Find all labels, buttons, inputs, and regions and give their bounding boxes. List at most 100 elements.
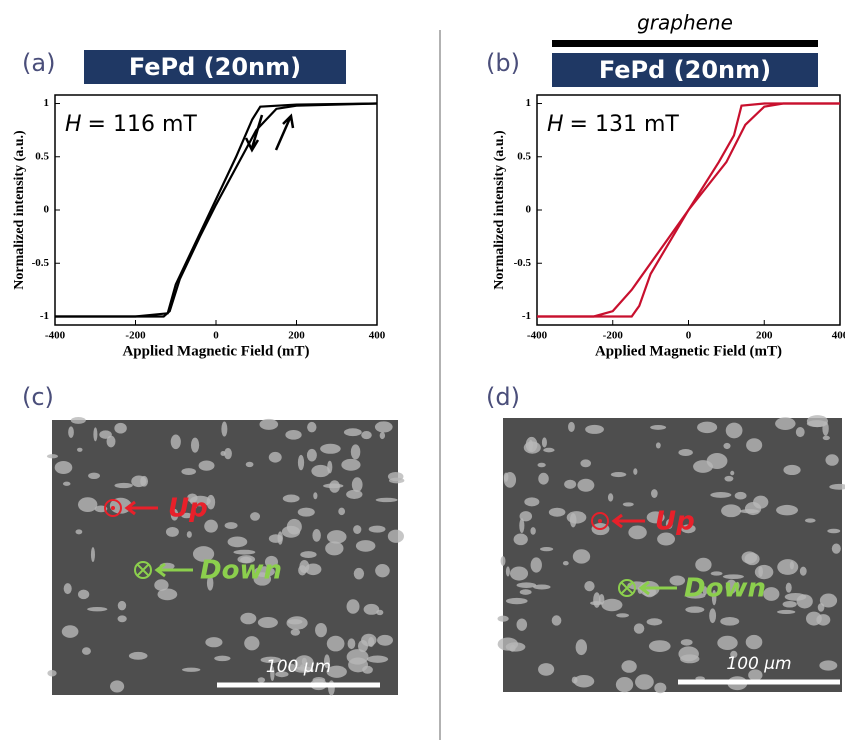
domain [361, 431, 372, 440]
panel-label: (c) [22, 383, 54, 411]
domain [81, 647, 91, 655]
down-arrow [638, 580, 677, 596]
domain [825, 454, 839, 466]
domain [572, 549, 591, 564]
domain [244, 636, 260, 651]
field-value: = 116 mT [88, 112, 198, 137]
kerr-image [503, 418, 842, 692]
x-tick-label: 400 [369, 330, 386, 342]
domain [224, 522, 238, 530]
domain [530, 557, 542, 573]
domain [63, 583, 72, 595]
x-tick-label: -200 [603, 330, 624, 342]
domain [170, 508, 179, 521]
domain [633, 623, 645, 634]
domain [338, 507, 346, 516]
domain [650, 425, 667, 430]
domain [326, 665, 347, 678]
domain [298, 565, 307, 576]
domain [311, 464, 330, 478]
domain [376, 609, 384, 616]
domain [516, 582, 537, 588]
domain [182, 667, 201, 672]
banner-title: FePd (20nm) [599, 56, 771, 84]
scale-label: 100 µm [726, 654, 791, 674]
domain [697, 421, 718, 434]
domain [68, 426, 74, 438]
domain [593, 592, 601, 608]
domain [350, 444, 361, 460]
domain [268, 534, 283, 543]
domain [293, 666, 314, 673]
domain [379, 431, 386, 440]
panel-label: (b) [486, 49, 520, 77]
field-annotation: H = 116 mT [65, 112, 197, 137]
domain [710, 491, 732, 498]
domain [648, 640, 671, 652]
domain [831, 543, 841, 554]
domain [250, 512, 261, 521]
domain [198, 460, 215, 471]
domain [93, 427, 98, 442]
x-tick-label: 400 [832, 330, 845, 342]
domain [300, 551, 317, 559]
down-label: Down [684, 574, 766, 604]
domain [806, 611, 822, 626]
y-tick-label: -1 [522, 310, 531, 322]
domain [377, 634, 393, 646]
y-tick-label: 1 [44, 97, 50, 109]
y-tick-label: 0.5 [35, 150, 49, 162]
domain [568, 421, 575, 432]
domain [822, 435, 830, 441]
y-axis-label: Normalized intensity (a.u.) [492, 130, 507, 290]
y-tick-label: 0.5 [517, 150, 531, 162]
banner [84, 50, 346, 84]
domain [192, 546, 215, 562]
y-tick-label: -1 [40, 310, 49, 322]
down-label: Down [200, 556, 282, 586]
domain [709, 608, 717, 624]
domain [70, 417, 86, 424]
domain [804, 518, 816, 523]
domain [187, 493, 198, 503]
domain [357, 639, 369, 653]
domain [154, 579, 169, 591]
domain [654, 682, 667, 694]
domain [186, 531, 192, 538]
domain [366, 655, 389, 663]
domain [725, 579, 738, 594]
down-symbol [134, 561, 152, 579]
up-arrow [124, 500, 158, 516]
domain [90, 547, 95, 563]
domain [622, 502, 634, 507]
domain [206, 575, 214, 591]
domain [46, 454, 59, 459]
domain [374, 421, 393, 433]
overbar-label: graphene [637, 11, 733, 35]
domain [651, 489, 658, 498]
domain [505, 566, 510, 577]
banner-title: FePd (20nm) [129, 53, 301, 81]
up-symbol [591, 512, 609, 530]
hysteresis-branch [55, 102, 378, 318]
domain [513, 533, 528, 546]
domain [533, 584, 551, 590]
domain [530, 527, 536, 535]
domain [117, 600, 127, 611]
domain [275, 671, 289, 678]
domain [509, 566, 529, 581]
domain [245, 461, 254, 468]
domain [573, 674, 595, 688]
banner [552, 53, 818, 87]
domain [233, 549, 256, 555]
domain [288, 663, 296, 671]
domain [353, 525, 362, 534]
x-tick-label: 0 [213, 330, 219, 342]
domain [722, 574, 744, 580]
domain [724, 475, 734, 482]
domain [741, 551, 758, 564]
domain [157, 588, 178, 601]
domain [710, 571, 723, 576]
domain [315, 622, 327, 638]
domain [723, 442, 731, 450]
